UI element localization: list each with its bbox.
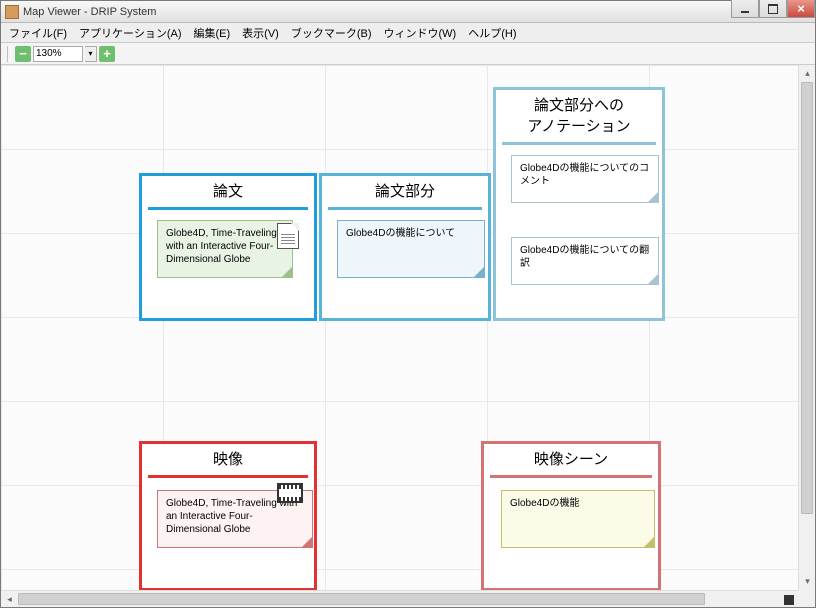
close-button[interactable]	[787, 0, 815, 18]
container-title: 論文	[142, 176, 314, 207]
card-paper1[interactable]: Globe4D, Time-Traveling with an Interact…	[157, 220, 293, 278]
card-anno2[interactable]: Globe4Dの機能についての翻訳	[511, 237, 659, 285]
window-title: Map Viewer - DRIP System	[23, 6, 156, 18]
menu-view[interactable]: 表示(V)	[238, 23, 283, 43]
menu-file[interactable]: ファイル(F)	[5, 23, 71, 43]
film-icon	[277, 483, 303, 503]
zoom-in-button[interactable]: +	[99, 46, 115, 62]
app-icon	[5, 5, 19, 19]
container-title: 映像シーン	[484, 444, 658, 475]
container-scene[interactable]: 映像シーン Globe4Dの機能	[481, 441, 661, 591]
toolbar-separator	[7, 46, 11, 62]
horizontal-scrollbar[interactable]: ◂ ▸	[1, 590, 798, 607]
document-icon	[277, 223, 299, 249]
scroll-down-button[interactable]: ▾	[799, 573, 815, 590]
scrollbar-corner	[798, 590, 815, 607]
card-anno1[interactable]: Globe4Dの機能についてのコメント	[511, 155, 659, 203]
menu-bookmark[interactable]: ブックマーク(B)	[287, 23, 376, 43]
container-title: 映像	[142, 444, 314, 475]
container-annotation[interactable]: 論文部分への アノテーションGlobe4Dの機能についてのコメントGlobe4D…	[493, 87, 665, 321]
titlebar[interactable]: Map Viewer - DRIP System	[1, 1, 815, 23]
menubar: ファイル(F) アプリケーション(A) 編集(E) 表示(V) ブックマーク(B…	[1, 23, 815, 43]
vertical-scrollbar[interactable]: ▴ ▾	[798, 65, 815, 590]
canvas-area: 論文 Globe4D, Time-Traveling with an Intera…	[1, 65, 815, 607]
menu-application[interactable]: アプリケーション(A)	[75, 23, 185, 43]
resize-handle-icon	[784, 595, 794, 605]
zoom-out-button[interactable]: −	[15, 46, 31, 62]
menu-window[interactable]: ウィンドウ(W)	[380, 23, 461, 43]
scroll-up-button[interactable]: ▴	[799, 65, 815, 82]
menu-edit[interactable]: 編集(E)	[190, 23, 235, 43]
card-part1[interactable]: Globe4Dの機能について	[337, 220, 485, 278]
diagram-canvas[interactable]: 論文 Globe4D, Time-Traveling with an Intera…	[1, 65, 815, 607]
app-window: Map Viewer - DRIP System ファイル(F) アプリケーショ…	[0, 0, 816, 608]
window-controls	[731, 0, 815, 18]
container-ronbun_part[interactable]: 論文部分 Globe4Dの機能について	[319, 173, 491, 321]
scroll-left-button[interactable]: ◂	[1, 591, 18, 607]
minimize-button[interactable]	[731, 0, 759, 18]
maximize-button[interactable]	[759, 0, 787, 18]
container-body: Globe4Dの機能について	[328, 207, 482, 321]
container-title: 論文部分への アノテーション	[496, 90, 662, 142]
container-body: Globe4Dの機能	[490, 475, 652, 591]
container-title: 論文部分	[322, 176, 488, 207]
toolbar: − ▾ +	[1, 43, 815, 65]
grid-background	[1, 65, 815, 607]
container-body: Globe4Dの機能についてのコメント Globe4Dの機能についての翻訳	[502, 142, 656, 320]
menu-help[interactable]: ヘルプ(H)	[464, 23, 520, 43]
zoom-dropdown[interactable]: ▾	[85, 46, 97, 62]
zoom-input[interactable]	[33, 46, 83, 62]
container-eizou[interactable]: 映像Globe4D, Time-Traveling with an Intera…	[139, 441, 317, 591]
card-scene1[interactable]: Globe4Dの機能	[501, 490, 655, 548]
